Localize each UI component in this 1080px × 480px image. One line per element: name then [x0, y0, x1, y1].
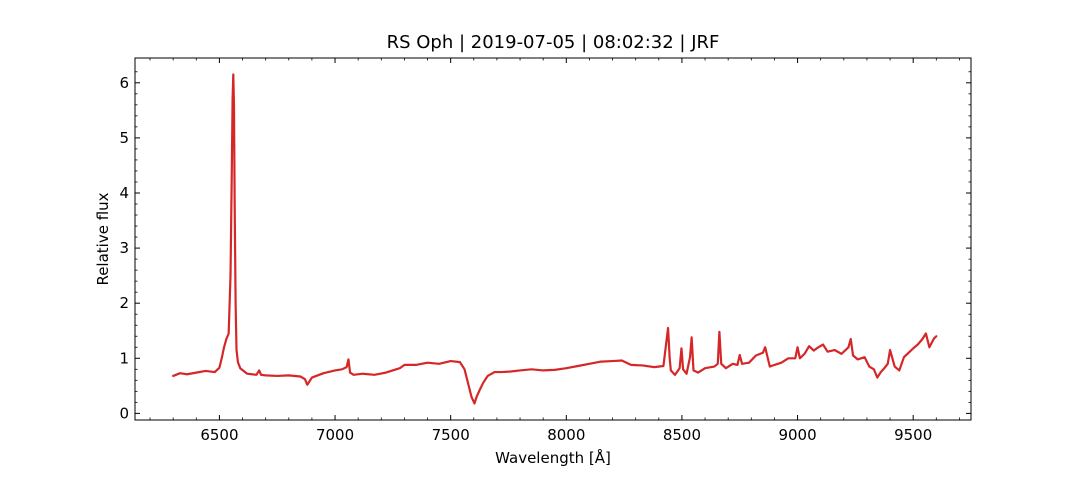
x-tick-label: 8500	[663, 426, 701, 444]
y-tick-label: 3	[119, 239, 129, 257]
chart-title: RS Oph | 2019-07-05 | 08:02:32 | JRF	[387, 32, 720, 53]
x-tick-label: 9500	[894, 426, 932, 444]
x-axis-label: Wavelength [Å]	[495, 448, 611, 467]
y-tick-label: 1	[119, 349, 129, 367]
x-tick-label: 7000	[316, 426, 354, 444]
x-tick-label: 6500	[200, 426, 238, 444]
y-tick-label: 2	[119, 294, 129, 312]
series-line-spectrum	[172, 73, 938, 405]
y-tick-label: 5	[119, 129, 129, 147]
y-tick-label: 0	[119, 404, 129, 422]
plot-frame	[134, 57, 972, 421]
y-axis-label: Relative flux	[94, 192, 112, 285]
y-tick-label: 6	[119, 74, 129, 92]
y-tick-label: 4	[119, 184, 129, 202]
plot-area	[172, 73, 938, 405]
x-tick-label: 8000	[547, 426, 585, 444]
x-tick-label: 7500	[432, 426, 470, 444]
x-tick-label: 9000	[778, 426, 816, 444]
axis-ticks: 6500 7000 7500 8000 8500 9000 9500 0 1 2 3 4 5 6	[119, 58, 971, 444]
